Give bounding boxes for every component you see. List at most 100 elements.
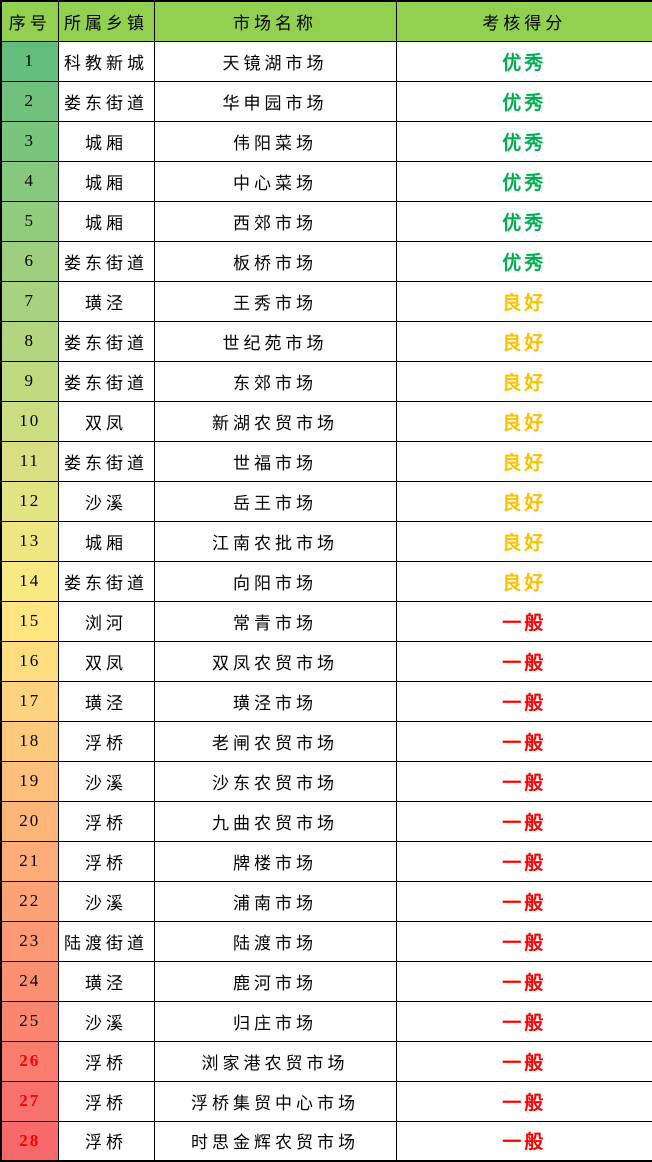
table-row: 8 娄东街道 世纪苑市场 良好	[0, 320, 652, 362]
township-cell: 璜泾	[57, 280, 155, 322]
market-name-cell: 陆渡市场	[153, 920, 397, 962]
table-row: 13 城厢 江南农批市场 良好	[0, 520, 652, 562]
table-row: 16 双凤 双凤农贸市场 一般	[0, 640, 652, 682]
score-cell: 优秀	[395, 200, 652, 242]
row-number-cell: 6	[0, 240, 59, 282]
township-cell: 科教新城	[57, 40, 155, 82]
township-cell: 娄东街道	[57, 440, 155, 482]
table-row: 20 浮桥 九曲农贸市场 一般	[0, 800, 652, 842]
market-name-cell: 中心菜场	[153, 160, 397, 202]
market-name-cell: 东郊市场	[153, 360, 397, 402]
score-cell: 一般	[395, 680, 652, 722]
market-name-cell: 璜泾市场	[153, 680, 397, 722]
market-name-cell: 向阳市场	[153, 560, 397, 602]
market-name-cell: 牌楼市场	[153, 840, 397, 882]
table-row: 4 城厢 中心菜场 优秀	[0, 160, 652, 202]
market-name-cell: 浦南市场	[153, 880, 397, 922]
market-name-cell: 江南农批市场	[153, 520, 397, 562]
market-name-cell: 西郊市场	[153, 200, 397, 242]
row-number-cell: 1	[0, 40, 59, 82]
row-number-cell: 7	[0, 280, 59, 322]
table-row: 17 璜泾 璜泾市场 一般	[0, 680, 652, 722]
table-row: 19 沙溪 沙东农贸市场 一般	[0, 760, 652, 802]
table-row: 3 城厢 伟阳菜场 优秀	[0, 120, 652, 162]
township-cell: 沙溪	[57, 480, 155, 522]
score-cell: 一般	[395, 960, 652, 1002]
market-name-cell: 双凤农贸市场	[153, 640, 397, 682]
township-cell: 双凤	[57, 400, 155, 442]
row-number-cell: 21	[0, 840, 59, 882]
table-row: 28 浮桥 时思金辉农贸市场 一般	[0, 1120, 652, 1162]
table-header: 序号 所属乡镇 市场名称 考核得分	[0, 0, 652, 42]
row-number-cell: 12	[0, 480, 59, 522]
table-row: 27 浮桥 浮桥集贸中心市场 一般	[0, 1080, 652, 1122]
table-row: 5 城厢 西郊市场 优秀	[0, 200, 652, 242]
township-cell: 娄东街道	[57, 320, 155, 362]
row-number-cell: 8	[0, 320, 59, 362]
market-name-cell: 常青市场	[153, 600, 397, 642]
township-cell: 城厢	[57, 200, 155, 242]
township-cell: 双凤	[57, 640, 155, 682]
header-assessment-score: 考核得分	[395, 0, 652, 42]
table-row: 12 沙溪 岳王市场 良好	[0, 480, 652, 522]
township-cell: 娄东街道	[57, 240, 155, 282]
market-name-cell: 鹿河市场	[153, 960, 397, 1002]
township-cell: 娄东街道	[57, 360, 155, 402]
market-name-cell: 新湖农贸市场	[153, 400, 397, 442]
market-name-cell: 浮桥集贸中心市场	[153, 1080, 397, 1122]
township-cell: 浏河	[57, 600, 155, 642]
township-cell: 城厢	[57, 520, 155, 562]
market-table-body: 1 科教新城 天镜湖市场 优秀 2 娄东街道 华申园市场 优秀 3 城厢 伟阳菜场 优秀 4 城厢 中心菜场…	[0, 40, 652, 1162]
score-cell: 良好	[395, 520, 652, 562]
township-cell: 娄东街道	[57, 560, 155, 602]
score-cell: 良好	[395, 480, 652, 522]
table-row: 23 陆渡街道 陆渡市场 一般	[0, 920, 652, 962]
township-cell: 浮桥	[57, 840, 155, 882]
score-cell: 一般	[395, 1120, 652, 1162]
score-cell: 一般	[395, 600, 652, 642]
score-cell: 一般	[395, 760, 652, 802]
table-row: 7 璜泾 王秀市场 良好	[0, 280, 652, 322]
table-row: 24 璜泾 鹿河市场 一般	[0, 960, 652, 1002]
row-number-cell: 9	[0, 360, 59, 402]
market-name-cell: 板桥市场	[153, 240, 397, 282]
row-number-cell: 16	[0, 640, 59, 682]
table-row: 15 浏河 常青市场 一般	[0, 600, 652, 642]
row-number-cell: 22	[0, 880, 59, 922]
row-number-cell: 26	[0, 1040, 59, 1082]
score-cell: 一般	[395, 1000, 652, 1042]
market-name-cell: 天镜湖市场	[153, 40, 397, 82]
score-cell: 一般	[395, 1040, 652, 1082]
township-cell: 璜泾	[57, 680, 155, 722]
row-number-cell: 17	[0, 680, 59, 722]
row-number-cell: 24	[0, 960, 59, 1002]
header-serial-number: 序号	[0, 0, 59, 42]
township-cell: 璜泾	[57, 960, 155, 1002]
table-row: 11 娄东街道 世福市场 良好	[0, 440, 652, 482]
table-row: 10 双凤 新湖农贸市场 良好	[0, 400, 652, 442]
market-name-cell: 岳王市场	[153, 480, 397, 522]
score-cell: 一般	[395, 840, 652, 882]
market-name-cell: 老闸农贸市场	[153, 720, 397, 762]
market-name-cell: 伟阳菜场	[153, 120, 397, 162]
table-row: 25 沙溪 归庄市场 一般	[0, 1000, 652, 1042]
score-cell: 一般	[395, 720, 652, 762]
row-number-cell: 18	[0, 720, 59, 762]
score-cell: 优秀	[395, 120, 652, 162]
score-cell: 优秀	[395, 80, 652, 122]
row-number-cell: 4	[0, 160, 59, 202]
township-cell: 沙溪	[57, 1000, 155, 1042]
header-market-name: 市场名称	[153, 0, 397, 42]
row-number-cell: 23	[0, 920, 59, 962]
township-cell: 娄东街道	[57, 80, 155, 122]
row-number-cell: 27	[0, 1080, 59, 1122]
table-row: 22 沙溪 浦南市场 一般	[0, 880, 652, 922]
row-number-cell: 28	[0, 1120, 59, 1162]
table-row: 6 娄东街道 板桥市场 优秀	[0, 240, 652, 282]
market-name-cell: 九曲农贸市场	[153, 800, 397, 842]
table-row: 14 娄东街道 向阳市场 良好	[0, 560, 652, 602]
market-name-cell: 世纪苑市场	[153, 320, 397, 362]
market-name-cell: 归庄市场	[153, 1000, 397, 1042]
township-cell: 沙溪	[57, 880, 155, 922]
